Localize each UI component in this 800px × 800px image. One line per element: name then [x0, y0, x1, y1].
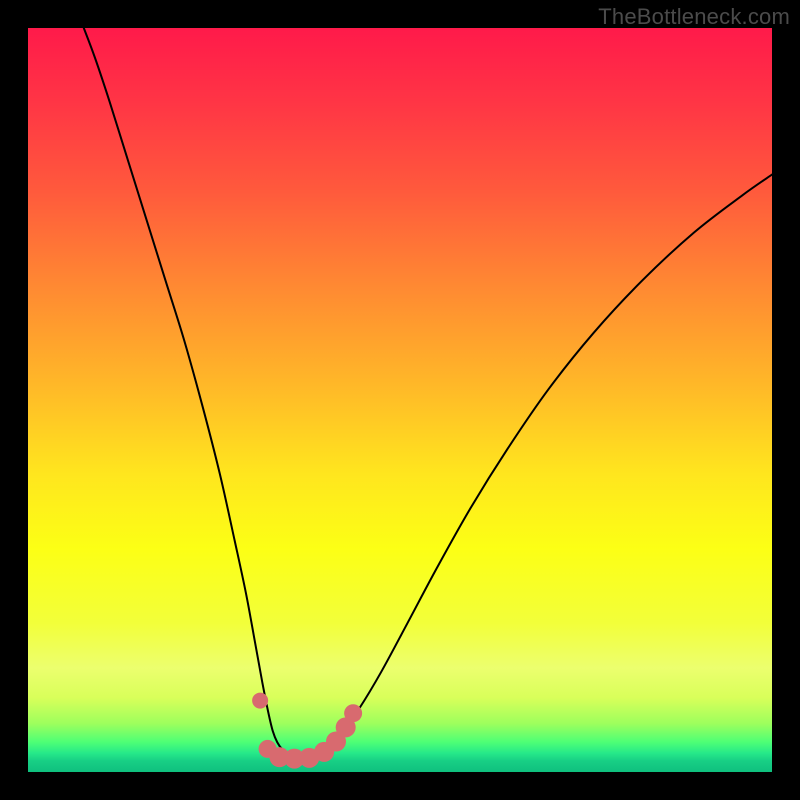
plot-frame [28, 28, 772, 772]
chart-canvas: TheBottleneck.com [0, 0, 800, 800]
watermark-text: TheBottleneck.com [598, 0, 800, 30]
marker-point [252, 693, 268, 709]
plot-svg [28, 28, 772, 772]
plot-background [28, 28, 772, 772]
marker-point [344, 704, 362, 722]
